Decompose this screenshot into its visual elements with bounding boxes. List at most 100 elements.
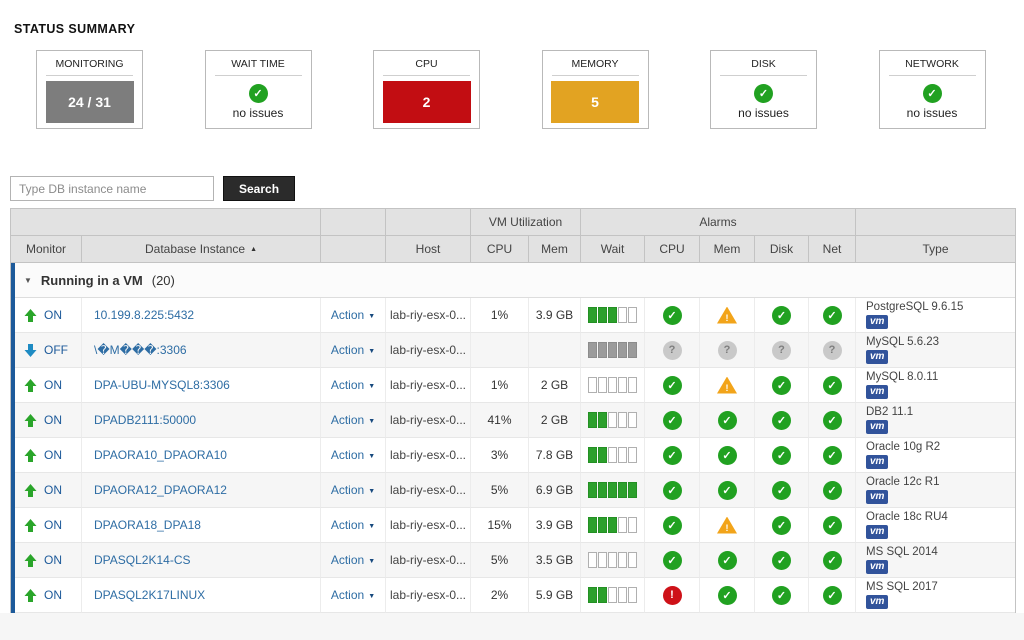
- collapse-caret-icon[interactable]: ▼: [24, 275, 32, 285]
- action-dropdown[interactable]: Action ▼: [331, 378, 375, 392]
- wait-alarm-cell: [581, 543, 645, 578]
- ok-icon: ✓: [772, 445, 791, 465]
- type-wrap: PostgreSQL 9.6.15 vm: [866, 301, 963, 329]
- chevron-down-icon: ▼: [368, 592, 376, 600]
- monitor-status-cell: ON: [11, 438, 82, 473]
- instance-link[interactable]: \�M���:3306: [94, 343, 187, 357]
- wait-level-bar: [588, 517, 637, 533]
- wait-alarm-cell: [581, 473, 645, 508]
- instance-cell: DPASQL2K17LINUX: [82, 578, 321, 613]
- alarm-mem-cell: !: [700, 368, 755, 403]
- table-row: ON DPAORA10_DPAORA10 Action ▼ lab-riy-esx-0.…: [11, 438, 1015, 473]
- search-input[interactable]: [10, 176, 214, 201]
- db-type-label: MySQL 8.0.11: [866, 371, 939, 383]
- group-row-running-in-a-vm[interactable]: ▼ Running in a VM (20): [11, 263, 1015, 298]
- instance-link[interactable]: DPAORA12_DPAORA12: [94, 483, 227, 497]
- host-cell: lab-riy-esx-0...: [386, 508, 471, 543]
- column-header-cpu[interactable]: CPU: [471, 236, 529, 263]
- summary-card-wait-time[interactable]: WAIT TIME ✓ no issues: [204, 50, 312, 129]
- instance-link[interactable]: DPADB2111:50000: [94, 413, 197, 427]
- wait-bar-segment: [618, 307, 627, 323]
- card-body: ✓ no issues: [711, 76, 816, 128]
- wait-alarm-cell: [581, 508, 645, 543]
- alarm-mem-cell: ✓: [700, 578, 755, 613]
- group-row-count: (20): [151, 272, 175, 288]
- action-label: Action: [330, 378, 365, 392]
- vm-mem-cell: 3.5 GB: [529, 543, 581, 578]
- action-label: Action: [330, 518, 365, 532]
- action-dropdown[interactable]: Action ▼: [331, 413, 375, 427]
- instance-cell: 10.199.8.225:5432: [82, 298, 321, 333]
- vm-cpu-cell: [471, 333, 529, 368]
- chevron-down-icon: ▼: [368, 382, 376, 390]
- wait-bar-segment: [618, 412, 627, 428]
- summary-card-monitoring[interactable]: MONITORING 24 / 31: [36, 50, 143, 129]
- ok-icon: ✓: [772, 305, 791, 325]
- summary-card-disk[interactable]: DISK ✓ no issues: [710, 50, 817, 129]
- instance-link[interactable]: DPA-UBU-MYSQL8:3306: [94, 378, 230, 392]
- status-summary-cards: MONITORING 24 / 31 WAIT TIME ✓ no issues CPU 2…: [36, 50, 986, 129]
- alarm-mem-cell: !: [700, 298, 755, 333]
- wait-bar-segment: [598, 412, 607, 428]
- table-column-header-row: Monitor Database Instance ▲ Host CPU Mem…: [11, 236, 1015, 263]
- card-title: MEMORY: [551, 58, 639, 76]
- card-title: MONITORING: [46, 58, 133, 76]
- action-dropdown[interactable]: Action ▼: [331, 483, 375, 497]
- warning-icon: !: [717, 516, 737, 534]
- wait-bar-segment: [628, 552, 637, 568]
- search-button[interactable]: Search: [223, 176, 296, 201]
- monitor-status-cell: ON: [11, 578, 82, 613]
- arrow-up-icon: [24, 413, 37, 427]
- action-dropdown[interactable]: Action ▼: [331, 553, 375, 567]
- alarm-mem-cell: ✓: [700, 438, 755, 473]
- instance-link[interactable]: DPAORA18_DPA18: [94, 518, 201, 532]
- type-wrap: MS SQL 2017 vm: [866, 581, 938, 609]
- action-dropdown[interactable]: Action ▼: [331, 308, 375, 322]
- type-wrap: Oracle 18c RU4 vm: [866, 511, 948, 539]
- instance-link[interactable]: DPASQL2K17LINUX: [94, 588, 206, 602]
- column-header-wait[interactable]: Wait: [581, 236, 645, 263]
- action-dropdown[interactable]: Action ▼: [331, 588, 375, 602]
- summary-card-network[interactable]: NETWORK ✓ no issues: [878, 50, 986, 129]
- db-type-label: MS SQL 2017: [866, 581, 938, 593]
- ok-icon: ✓: [822, 305, 842, 325]
- search-toolbar: Search: [10, 176, 296, 201]
- column-header-type[interactable]: Type: [856, 236, 1015, 263]
- vm-badge: vm: [866, 315, 889, 329]
- wait-bar-segment: [588, 552, 597, 568]
- host-cell: lab-riy-esx-0...: [386, 333, 471, 368]
- column-header-alarm-mem[interactable]: Mem: [700, 236, 755, 263]
- wait-bar-segment: [608, 412, 617, 428]
- wait-level-bar: [588, 377, 637, 393]
- card-title: NETWORK: [888, 58, 976, 76]
- wait-level-bar: [588, 587, 637, 603]
- group-header-alarms: Alarms: [581, 209, 856, 236]
- wait-bar-segment: [608, 447, 617, 463]
- ok-icon: ✓: [662, 305, 682, 325]
- column-header-mem[interactable]: Mem: [529, 236, 581, 263]
- action-dropdown[interactable]: Action ▼: [331, 448, 375, 462]
- ok-icon: ✓: [772, 585, 791, 605]
- column-header-host[interactable]: Host: [386, 236, 471, 263]
- action-dropdown[interactable]: Action ▼: [331, 518, 375, 532]
- monitor-status-label: ON: [44, 448, 62, 462]
- summary-card-cpu[interactable]: CPU 2: [373, 50, 480, 129]
- card-title: WAIT TIME: [214, 58, 302, 76]
- column-header-alarm-net[interactable]: Net: [809, 236, 856, 263]
- column-header-alarm-cpu[interactable]: CPU: [645, 236, 700, 263]
- alarm-net-cell: ✓: [809, 473, 856, 508]
- instance-link[interactable]: DPAORA10_DPAORA10: [94, 448, 227, 462]
- table-row: ON 10.199.8.225:5432 Action ▼ lab-riy-esx-0.…: [11, 298, 1015, 333]
- summary-card-memory[interactable]: MEMORY 5: [541, 50, 649, 129]
- instance-link[interactable]: 10.199.8.225:5432: [94, 308, 195, 322]
- column-header-monitor[interactable]: Monitor: [11, 236, 82, 263]
- critical-icon: !: [662, 585, 682, 605]
- column-header-database-instance[interactable]: Database Instance ▲: [82, 236, 321, 263]
- column-header-alarm-disk[interactable]: Disk: [755, 236, 809, 263]
- instance-link[interactable]: DPASQL2K14-CS: [94, 553, 191, 567]
- host-cell: lab-riy-esx-0...: [386, 578, 471, 613]
- vm-cpu-cell: 1%: [471, 298, 529, 333]
- alarm-mem-cell: !: [700, 508, 755, 543]
- action-dropdown[interactable]: Action ▼: [331, 343, 375, 357]
- page-background-strip: [0, 613, 1024, 640]
